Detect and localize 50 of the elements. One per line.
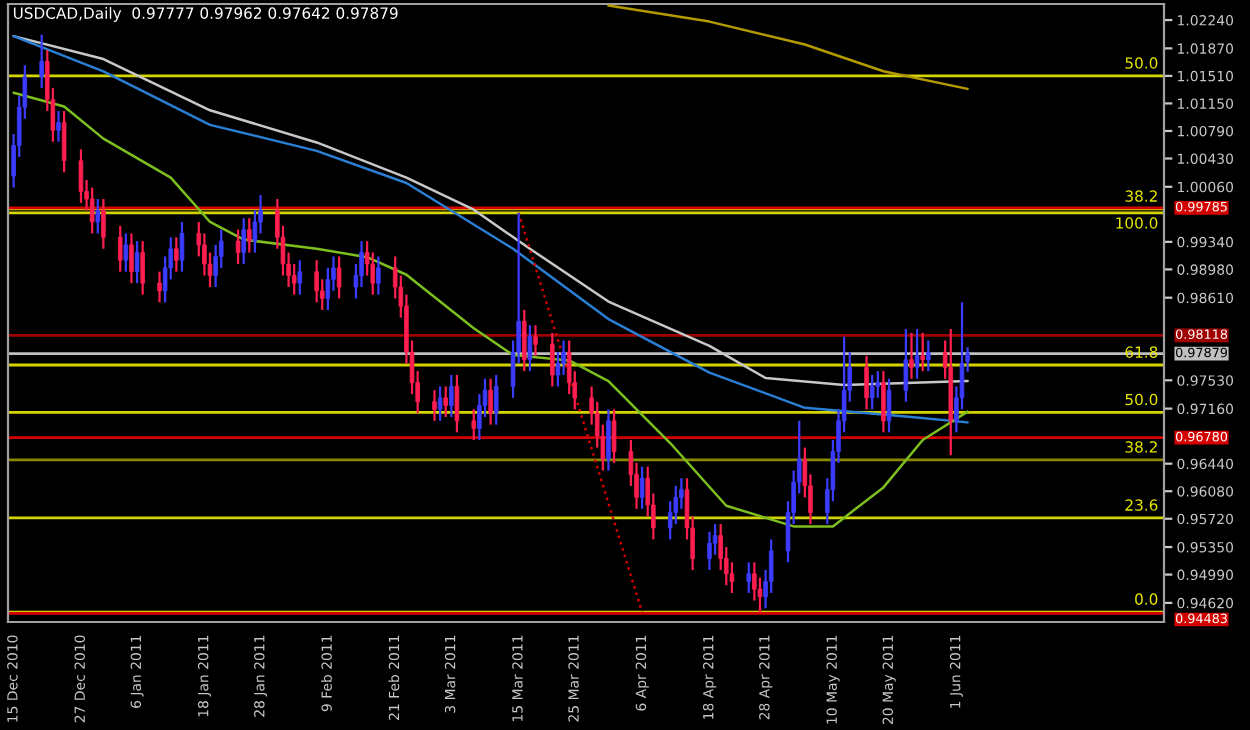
candlestick [471,408,477,442]
candlestick [336,255,342,300]
candlestick [123,232,129,273]
candlestick [117,224,123,273]
candlestick [606,408,611,472]
candlestick [174,236,179,273]
candlestick [443,385,448,419]
candlestick [61,109,67,174]
candlestick [101,197,106,250]
candlestick [157,270,162,304]
candlestick [437,385,443,422]
candlestick [449,373,454,419]
candlestick [314,259,319,304]
candlestick [297,259,303,296]
candlestick [926,339,931,373]
candlestick [920,331,925,373]
candlestick [247,217,252,254]
candlestick [914,327,920,380]
candlestick [550,331,555,388]
candlestick [179,220,185,273]
candlestick [241,217,246,266]
candlestick [493,373,499,426]
candlestick [89,186,95,235]
candlestick [376,255,381,296]
candlestick [235,228,241,266]
candlestick [140,239,145,296]
candlestick [488,377,493,426]
candlestick [56,109,61,143]
candlestick [707,530,712,572]
candlestick [639,465,645,510]
candlestick [432,389,437,422]
candlestick [886,377,892,434]
line-series [607,4,969,91]
line-series [12,91,969,528]
candlestick [746,561,752,595]
candlestick [78,148,84,204]
candlestick [134,239,140,285]
candlestick [533,324,538,357]
candlestick [881,370,886,434]
candlestick [95,197,101,235]
candlestick [454,373,460,434]
candlestick [869,373,875,411]
candlestick [909,331,914,380]
candlestick [39,33,44,90]
candlestick [611,408,617,465]
candlestick [522,308,527,373]
candlestick [903,327,909,403]
candlestick [129,232,134,285]
candlestick [527,324,533,373]
candlestick [864,354,869,411]
